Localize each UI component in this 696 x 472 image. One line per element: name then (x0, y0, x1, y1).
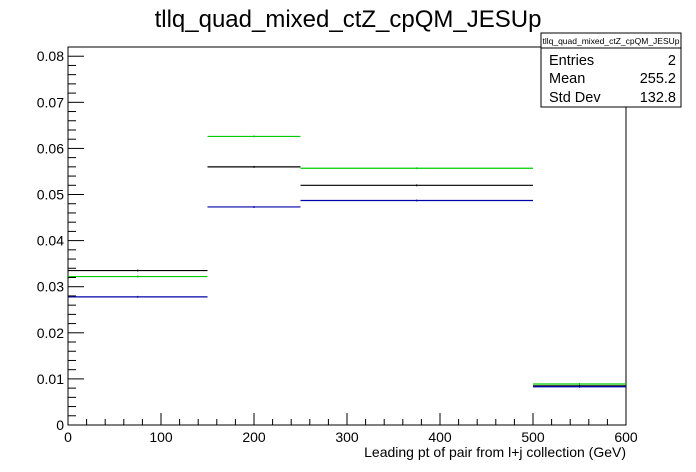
x-tick-label: 100 (149, 429, 173, 445)
x-tick-label: 300 (335, 429, 359, 445)
histogram-series-2 (68, 199, 626, 388)
histogram-series-1 (68, 135, 626, 385)
y-tick-label: 0.06 (37, 140, 64, 156)
stats-mean-label: Mean (549, 71, 585, 87)
x-tick-label: 500 (521, 429, 545, 445)
y-tick-label: 0.05 (37, 187, 64, 203)
y-axis: 0 0.01 0.02 0.03 0.04 0.05 0.06 0.07 0.08 (37, 46, 84, 433)
stats-box-frame (540, 32, 682, 108)
stats-mean-value: 255.2 (640, 71, 676, 87)
stats-box-title: tllq_quad_mixed_ctZ_cpQM_JESUp (542, 36, 679, 46)
x-tick-label: 200 (242, 429, 266, 445)
x-tick-label: 400 (428, 429, 452, 445)
x-tick-label: 600 (614, 429, 638, 445)
chart-title: tllq_quad_mixed_ctZ_cpQM_JESUp (155, 6, 542, 33)
stats-stddev-value: 132.8 (640, 90, 676, 106)
y-tick-label: 0.04 (37, 233, 64, 249)
y-tick-label: 0.01 (37, 371, 64, 387)
x-tick-label: 0 (64, 429, 72, 445)
y-tick-label: 0.08 (37, 48, 64, 64)
x-axis-label: Leading pt of pair from l+j collection (… (364, 444, 626, 460)
histogram-series-layer (68, 135, 626, 388)
stats-entries-value: 2 (668, 53, 676, 69)
stats-box: tllq_quad_mixed_ctZ_cpQM_JESUp Entries 2… (540, 32, 682, 108)
stats-stddev-label: Std Dev (549, 90, 601, 106)
y-tick-label: 0.02 (37, 325, 64, 341)
y-tick-label: 0.03 (37, 279, 64, 295)
y-tick-label: 0.07 (37, 94, 64, 110)
stats-entries-label: Entries (549, 53, 594, 69)
x-axis: 0 100 200 300 400 500 600 (64, 413, 638, 445)
y-tick-label: 0 (56, 417, 64, 433)
